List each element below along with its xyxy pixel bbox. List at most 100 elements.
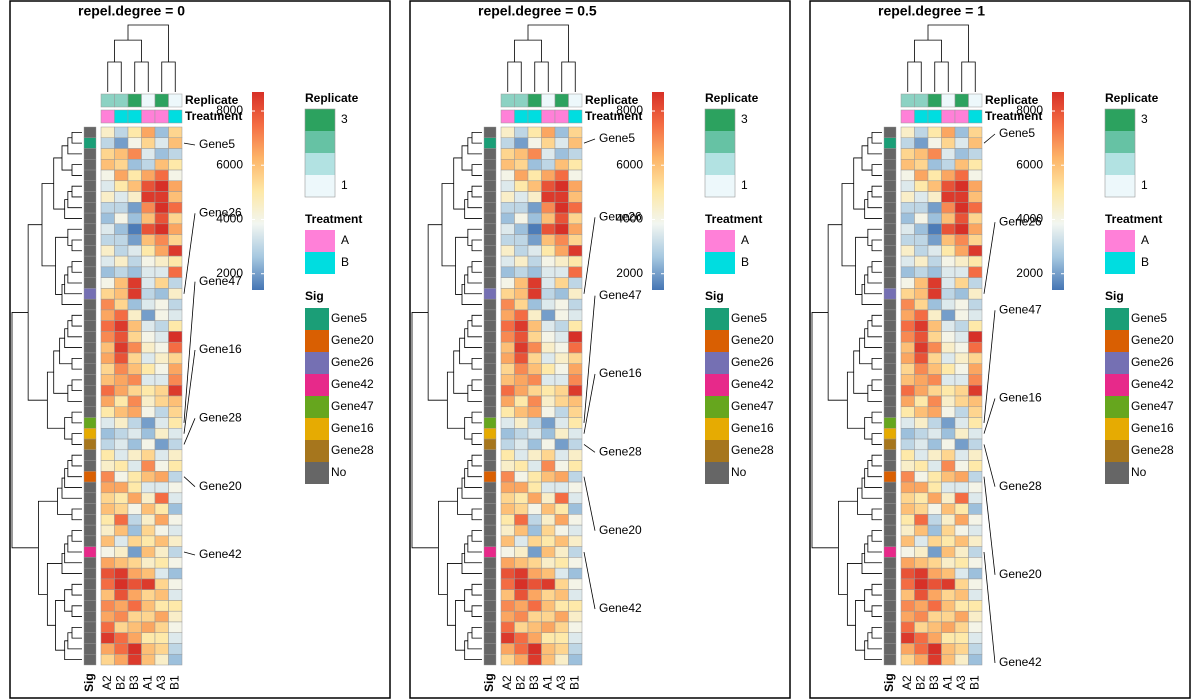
heatmap-cell	[954, 363, 969, 375]
heatmap-cell	[527, 514, 542, 526]
sig-cell	[883, 471, 897, 483]
legend-label: Gene42	[331, 377, 374, 391]
heatmap-cell	[900, 212, 915, 225]
row-dendrogram	[453, 157, 465, 210]
row-dendrogram	[841, 183, 856, 267]
heatmap-cell	[154, 653, 169, 666]
row-dendrogram	[471, 454, 482, 467]
sig-cell	[83, 654, 97, 666]
row-dendrogram	[867, 320, 882, 338]
heatmap-cell	[541, 191, 556, 203]
heatmap-cell	[914, 492, 929, 504]
heatmap-cell	[500, 567, 515, 580]
heatmap-cell	[141, 557, 156, 569]
heatmap-cell	[568, 546, 583, 558]
heatmap-cell	[141, 384, 156, 397]
sig-cell	[483, 406, 497, 418]
column-label: A3	[154, 675, 168, 690]
row-dendrogram	[471, 164, 482, 176]
sig-cell	[883, 180, 897, 192]
heatmap-cell	[168, 384, 183, 397]
column-dendrogram	[527, 24, 569, 63]
heatmap-cell	[968, 567, 983, 580]
heatmap-cell	[127, 288, 142, 300]
heatmap-cell	[914, 621, 929, 633]
heatmap-cell	[554, 245, 569, 257]
heatmap-cell	[554, 374, 569, 386]
heatmap-cell	[168, 234, 183, 246]
row-label: Gene28	[999, 479, 1042, 493]
colorbar-tick-label: 8000	[616, 103, 643, 117]
heatmap-cell	[114, 643, 129, 655]
row-dendrogram	[67, 460, 82, 478]
heatmap-cell	[554, 255, 569, 268]
legend-label: Gene47	[331, 399, 374, 413]
row-dendrogram	[411, 312, 439, 549]
heatmap-cell	[568, 277, 583, 289]
heatmap-cell	[900, 578, 915, 590]
row-label: Gene47	[199, 274, 242, 288]
heatmap-cell	[100, 428, 115, 440]
label-connector	[983, 398, 996, 434]
heatmap-cell	[141, 352, 156, 364]
heatmap-cell	[568, 643, 583, 655]
heatmap-cell	[527, 191, 542, 203]
row-dendrogram	[55, 236, 68, 295]
heatmap-cell	[114, 406, 129, 418]
heatmap-cell	[127, 363, 142, 375]
heatmap-cell	[914, 471, 929, 483]
sig-cell	[83, 395, 97, 407]
heatmap-cell	[127, 191, 142, 203]
column-dendrogram	[907, 61, 922, 92]
sig-cell	[483, 460, 497, 472]
heatmap-cell	[941, 374, 956, 386]
heatmap-cell	[968, 578, 983, 590]
heatmap-cell	[141, 621, 156, 633]
heatmap-cell	[114, 298, 129, 311]
heatmap-cell	[941, 288, 956, 300]
row-dendrogram	[471, 239, 482, 252]
sig-cell	[883, 309, 897, 321]
heatmap-cell	[927, 191, 942, 203]
sig-cell	[883, 395, 897, 407]
heatmap-cell	[954, 535, 969, 547]
heatmap-cell	[514, 621, 529, 633]
heatmap-cell	[168, 180, 183, 192]
label-connector	[183, 142, 196, 146]
heatmap-cell	[127, 557, 142, 569]
heatmap-cell	[514, 298, 529, 311]
row-dendrogram	[864, 274, 882, 295]
sig-cell	[483, 621, 497, 633]
heatmap-cell	[514, 255, 529, 268]
heatmap-cell	[154, 298, 169, 311]
sig-cell	[483, 212, 497, 225]
heatmap-cell	[141, 277, 156, 289]
heatmap-cell	[541, 266, 556, 278]
heatmap-cell	[127, 481, 142, 494]
row-dendrogram	[71, 508, 82, 521]
heatmap-cell	[900, 535, 915, 547]
row-dendrogram	[471, 626, 482, 639]
row-dendrogram	[471, 379, 482, 392]
heatmap-cell	[114, 567, 129, 580]
heatmap-cell	[100, 137, 115, 149]
heatmap-cell	[968, 589, 983, 601]
heatmap-cell	[954, 406, 969, 418]
heatmap-cell	[941, 621, 956, 633]
row-dendrogram	[838, 500, 858, 595]
row-dendrogram	[67, 320, 82, 338]
heatmap-cell	[114, 503, 129, 515]
heatmap-cell	[954, 578, 969, 590]
heatmap-cell	[914, 180, 929, 192]
legend-label: A	[1141, 233, 1149, 247]
heatmap-cell	[568, 341, 583, 354]
legend-swatch	[305, 418, 329, 440]
heatmap-cell	[127, 460, 142, 472]
sig-cell	[483, 385, 497, 397]
heatmap-cell	[114, 191, 129, 203]
heatmap-cell	[541, 169, 556, 182]
legend-label: Gene47	[731, 399, 774, 413]
sig-cell	[83, 589, 97, 601]
heatmap-cell	[954, 137, 969, 149]
sig-axis-label: Sig	[82, 673, 96, 692]
